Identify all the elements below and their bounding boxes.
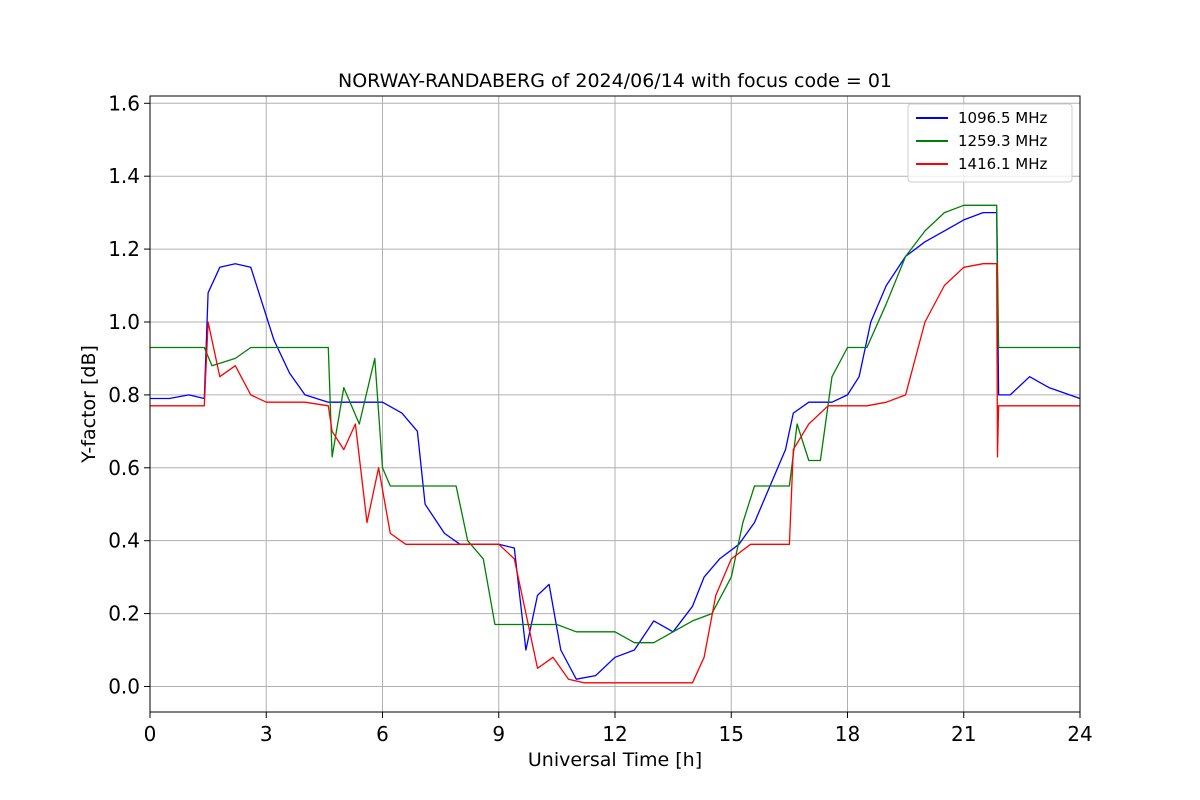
series-line-1 xyxy=(150,204,1080,644)
y-tick-label: 1.4 xyxy=(108,164,140,188)
y-tick-label: 1.6 xyxy=(108,91,140,115)
x-tick-label: 18 xyxy=(835,722,860,746)
y-tick-label: 0.0 xyxy=(108,674,140,698)
x-axis-label: Universal Time [h] xyxy=(528,749,702,771)
y-tick-label: 0.4 xyxy=(108,529,140,553)
x-tick-label: 21 xyxy=(951,722,976,746)
x-tick-label: 12 xyxy=(602,722,627,746)
legend-label-1: 1259.3 MHz xyxy=(958,132,1047,150)
ticks: 0 3 6 9 12 15 18 21 24 0.0 0.2 0.4 0.6 0.8 1.0 1.2 1.4 1.… xyxy=(108,91,1093,746)
series-line-0 xyxy=(150,211,1081,680)
y-tick-label: 1.0 xyxy=(108,310,140,334)
legend: 1096.5 MHz 1259.3 MHz 1416.1 MHz xyxy=(907,103,1073,183)
x-tick-label: 9 xyxy=(492,722,505,746)
series-line-2 xyxy=(150,263,1080,684)
y-tick-label: 0.8 xyxy=(108,383,140,407)
y-tick-label: 0.2 xyxy=(108,602,140,626)
y-tick-label: 1.2 xyxy=(108,237,140,261)
x-tick-label: 3 xyxy=(260,722,273,746)
legend-box xyxy=(907,103,1073,183)
y-axis-label: Y-factor [dB] xyxy=(78,345,100,464)
x-tick-label: 6 xyxy=(376,722,389,746)
grid xyxy=(149,96,1081,712)
legend-label-2: 1416.1 MHz xyxy=(958,155,1047,173)
x-tick-label: 15 xyxy=(719,722,744,746)
legend-label-0: 1096.5 MHz xyxy=(958,109,1047,127)
x-tick-label: 0 xyxy=(144,722,157,746)
chart-title: NORWAY-RANDABERG of 2024/06/14 with focu… xyxy=(338,70,892,92)
series-group xyxy=(150,204,1081,684)
x-tick-label: 24 xyxy=(1067,722,1092,746)
y-tick-label: 0.6 xyxy=(108,456,140,480)
